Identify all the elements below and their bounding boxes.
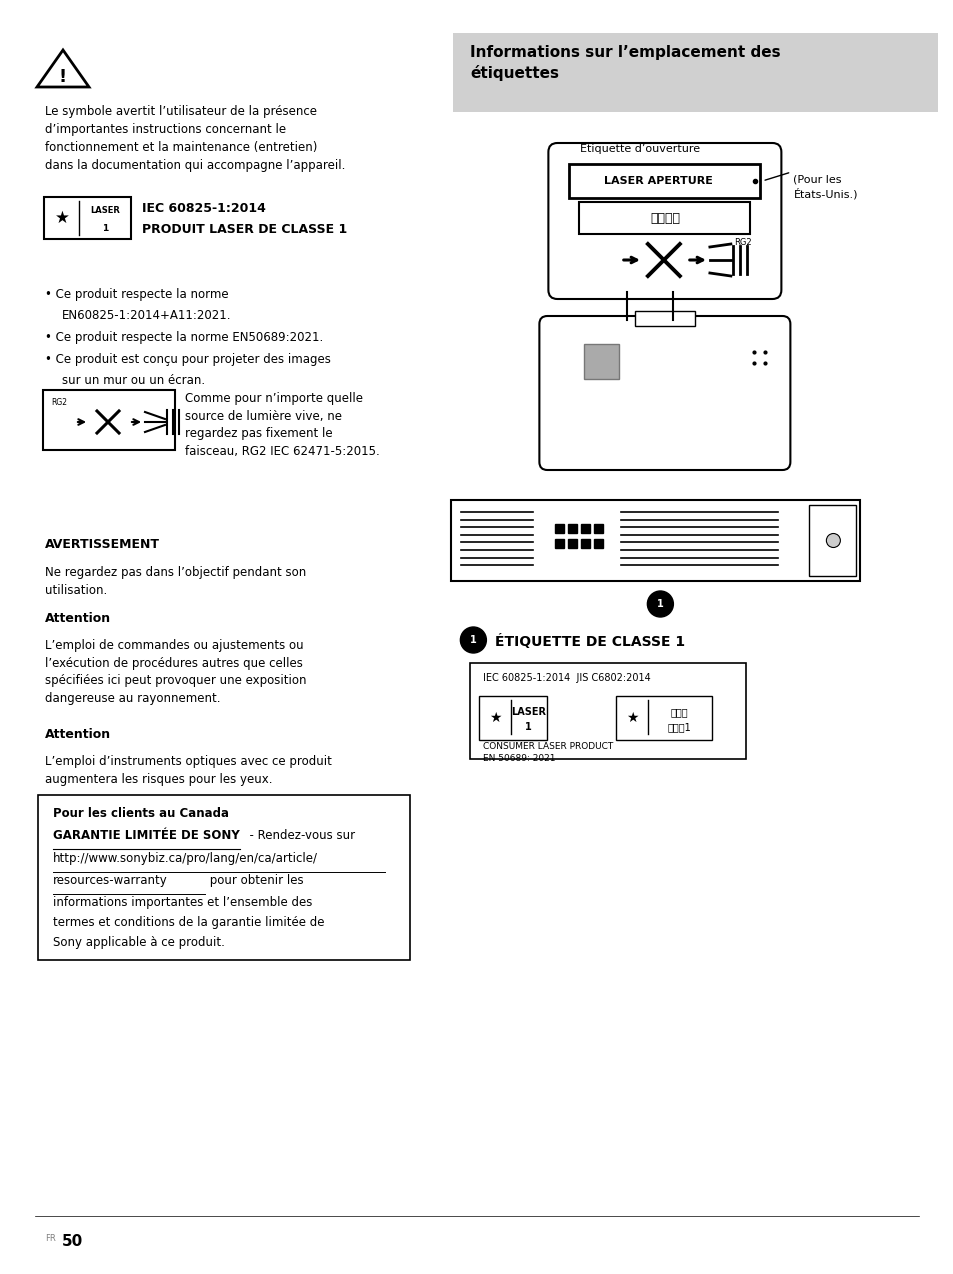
Text: ★: ★ xyxy=(625,711,638,725)
Text: レーザ: レーザ xyxy=(670,707,687,717)
Text: 激光窗口: 激光窗口 xyxy=(649,211,679,224)
Text: ★: ★ xyxy=(489,711,501,725)
FancyBboxPatch shape xyxy=(43,390,174,450)
Text: IEC 60825-1:2014: IEC 60825-1:2014 xyxy=(142,203,266,215)
Circle shape xyxy=(825,534,840,548)
Text: Le symbole avertit l’utilisateur de la présence
d’importantes instructions conce: Le symbole avertit l’utilisateur de la p… xyxy=(45,104,345,172)
Text: GARANTIE LIMITÉE DE SONY: GARANTIE LIMITÉE DE SONY xyxy=(53,829,239,842)
Text: - Rendez-vous sur: - Rendez-vous sur xyxy=(242,829,355,842)
Bar xyxy=(555,539,563,548)
Text: 1: 1 xyxy=(470,634,476,645)
Text: ★: ★ xyxy=(54,209,70,227)
Text: Ne regardez pas dans l’objectif pendant son
utilisation.: Ne regardez pas dans l’objectif pendant … xyxy=(45,566,306,596)
Text: 1: 1 xyxy=(102,223,108,232)
FancyBboxPatch shape xyxy=(634,311,694,326)
Text: 1: 1 xyxy=(524,722,531,733)
Text: L’emploi de commandes ou ajustements ou
l’exécution de procédures autres que cel: L’emploi de commandes ou ajustements ou … xyxy=(45,640,306,705)
Circle shape xyxy=(460,627,486,654)
FancyBboxPatch shape xyxy=(538,316,789,470)
Text: RG2: RG2 xyxy=(734,238,751,247)
Text: PRODUIT LASER DE CLASSE 1: PRODUIT LASER DE CLASSE 1 xyxy=(142,223,347,236)
Text: pour obtenir les: pour obtenir les xyxy=(206,874,303,887)
FancyBboxPatch shape xyxy=(453,33,937,112)
Text: RG2: RG2 xyxy=(51,397,67,406)
FancyBboxPatch shape xyxy=(569,164,760,197)
Text: CONSUMER LASER PRODUCT
EN 50689: 2021: CONSUMER LASER PRODUCT EN 50689: 2021 xyxy=(483,741,613,763)
Text: LASER: LASER xyxy=(511,707,545,717)
Text: Étiquette d’ouverture: Étiquette d’ouverture xyxy=(579,141,700,154)
Bar xyxy=(567,524,577,533)
FancyBboxPatch shape xyxy=(578,203,750,234)
Circle shape xyxy=(647,591,673,617)
Text: informations importantes et l’ensemble des: informations importantes et l’ensemble d… xyxy=(53,896,312,910)
Text: Attention: Attention xyxy=(45,727,111,741)
Bar xyxy=(594,539,602,548)
Text: Informations sur l’emplacement des
étiquettes: Informations sur l’emplacement des étiqu… xyxy=(470,45,781,82)
Text: termes et conditions de la garantie limitée de: termes et conditions de la garantie limi… xyxy=(53,916,324,929)
Text: FR: FR xyxy=(45,1235,55,1243)
FancyBboxPatch shape xyxy=(44,197,131,240)
Bar xyxy=(567,539,577,548)
Bar xyxy=(594,524,602,533)
Text: Comme pour n’importe quelle
source de lumière vive, ne
regardez pas fixement le
: Comme pour n’importe quelle source de lu… xyxy=(185,392,379,457)
Text: (Pour les
États-Unis.): (Pour les États-Unis.) xyxy=(793,175,857,199)
Text: ÉTIQUETTE DE CLASSE 1: ÉTIQUETTE DE CLASSE 1 xyxy=(495,634,685,648)
Text: Sony applicable à ce produit.: Sony applicable à ce produit. xyxy=(53,936,225,949)
Bar xyxy=(555,524,563,533)
Text: 50: 50 xyxy=(62,1235,83,1249)
Text: • Ce produit respecte la norme: • Ce produit respecte la norme xyxy=(45,288,229,301)
FancyBboxPatch shape xyxy=(38,795,410,961)
Text: LASER APERTURE: LASER APERTURE xyxy=(604,176,713,186)
Text: resources-warranty: resources-warranty xyxy=(53,874,168,887)
Text: http://www.sonybiz.ca/pro/lang/en/ca/article/: http://www.sonybiz.ca/pro/lang/en/ca/art… xyxy=(53,852,317,865)
Text: L’emploi d’instruments optiques avec ce produit
augmentera les risques pour les : L’emploi d’instruments optiques avec ce … xyxy=(45,755,332,786)
FancyBboxPatch shape xyxy=(808,505,856,576)
Bar xyxy=(580,524,589,533)
Text: • Ce produit est conçu pour projeter des images: • Ce produit est conçu pour projeter des… xyxy=(45,353,331,366)
Text: Pour les clients au Canada: Pour les clients au Canada xyxy=(53,806,229,820)
FancyBboxPatch shape xyxy=(616,696,712,740)
FancyBboxPatch shape xyxy=(584,344,618,378)
FancyBboxPatch shape xyxy=(478,696,547,740)
Text: sur un mur ou un écran.: sur un mur ou un écran. xyxy=(62,375,205,387)
Text: IEC 60825-1:2014  JIS C6802:2014: IEC 60825-1:2014 JIS C6802:2014 xyxy=(483,673,651,683)
FancyBboxPatch shape xyxy=(548,143,781,299)
Text: LASER: LASER xyxy=(90,206,120,215)
Text: クラス1: クラス1 xyxy=(667,722,691,733)
Text: • Ce produit respecte la norme EN50689:2021.: • Ce produit respecte la norme EN50689:2… xyxy=(45,331,323,344)
FancyBboxPatch shape xyxy=(470,662,745,759)
Text: EN60825-1:2014+A11:2021.: EN60825-1:2014+A11:2021. xyxy=(62,310,232,322)
Text: AVERTISSEMENT: AVERTISSEMENT xyxy=(45,538,160,550)
Text: !: ! xyxy=(59,68,67,87)
Text: Attention: Attention xyxy=(45,612,111,626)
FancyBboxPatch shape xyxy=(451,499,860,581)
Bar xyxy=(580,539,589,548)
Text: 1: 1 xyxy=(657,599,663,609)
